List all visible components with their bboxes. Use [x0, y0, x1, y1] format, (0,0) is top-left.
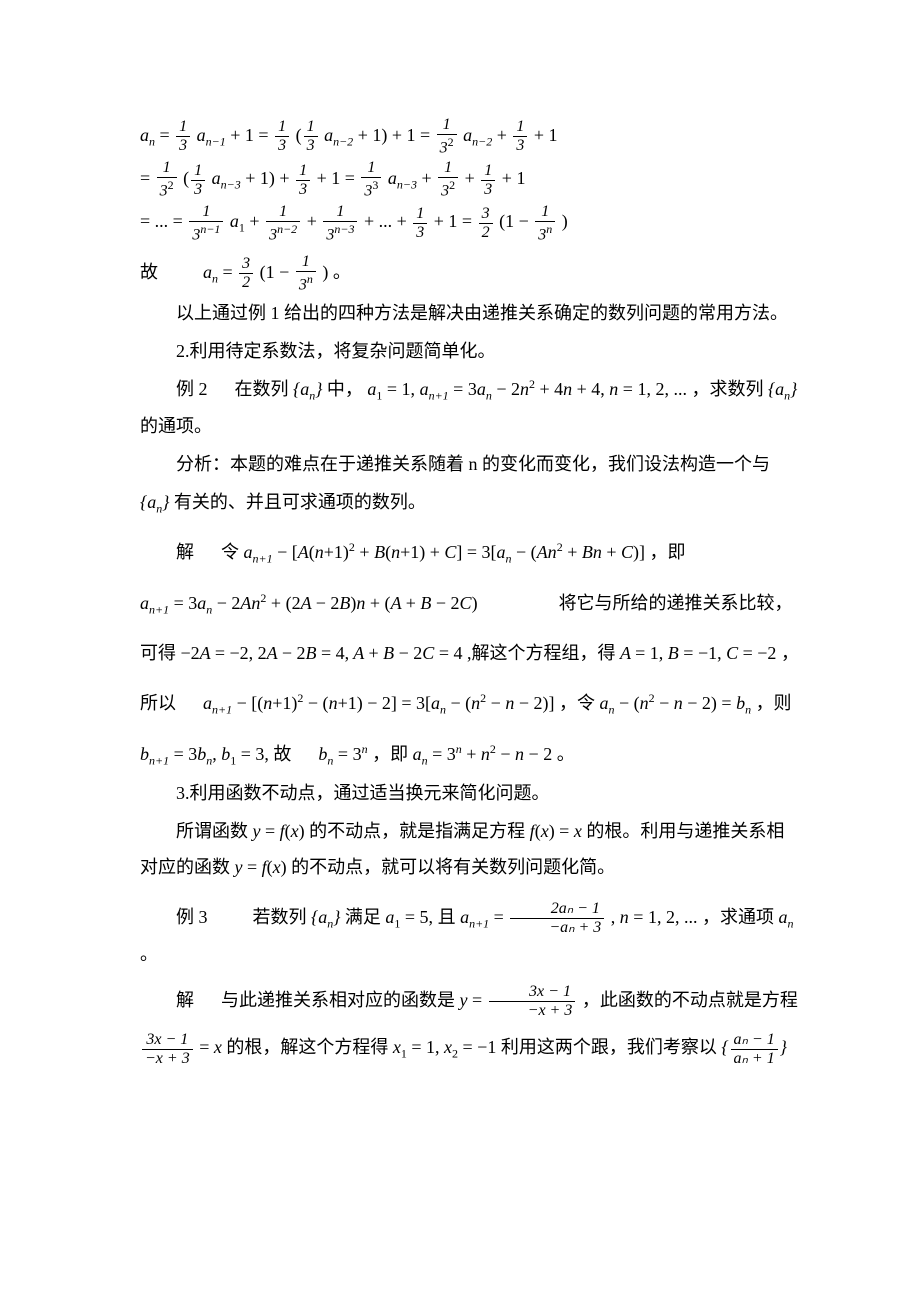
para-solution-let: 解 令 an+1 − [A(n+1)2 + B(n+1) + C] = 3[an…: [140, 534, 800, 571]
para-method-3: 3.利用函数不动点，通过适当换元来简化问题。: [140, 775, 800, 811]
eq-line-2: = 132 (13 an−3 + 1) + 13 + 1 = 133 an−3 …: [140, 157, 800, 200]
para-analysis: 分析：本题的难点在于递推关系随着 n 的变化而变化，我们设法构造一个与: [140, 446, 800, 482]
eq-so: an+1 − [(n+1)2 − (n+1) − 2] = 3[an − (n2…: [203, 693, 554, 713]
text-fixed-d: 的不动点，就可以将有关数列问题化简。: [291, 857, 615, 877]
label-example-2: 例 2: [176, 379, 208, 399]
text-root-b: 利用这两个跟，我们考察以: [501, 1037, 717, 1057]
eq-let: an+1 − [A(n+1)2 + B(n+1) + C] = 3[an − (…: [244, 542, 646, 562]
text-ex3-a: 若数列: [253, 907, 307, 927]
text-so: 所以: [140, 693, 176, 713]
text-bn-ji: ，即: [372, 744, 408, 764]
eq-sol3-y: y = 3x − 1−x + 3: [460, 990, 582, 1010]
eq-root-lhs: 3x − 1−x + 3 = x: [140, 1037, 226, 1057]
text-ze: ，则: [756, 693, 792, 713]
text-bn-gu: 故: [273, 744, 291, 764]
para-so: 所以 an+1 − [(n+1)2 − (n+1) − 2] = 3[an − …: [140, 685, 800, 722]
text-let: 令: [221, 542, 239, 562]
text-analysis-a: 分析：本题的难点在于递推关系随着 n 的变化而变化，我们设法构造一个与: [176, 454, 770, 474]
label-solution-3: 解: [176, 990, 194, 1010]
eq-ex3-an: an: [778, 907, 793, 927]
eq-ex2-cond: a1 = 1, an+1 = 3an − 2n2 + 4n + 4, n = 1…: [367, 379, 687, 399]
para-four-methods: 以上通过例 1 给出的四种方法是解决由递推关系确定的数列问题的常用方法。: [140, 295, 800, 331]
para-root: 3x − 1−x + 3 = x 的根，解这个方程得 x1 = 1, x2 = …: [140, 1029, 800, 1066]
eq-roots: x1 = 1, x2 = −1: [393, 1037, 496, 1057]
text-sol3-a: 与此递推关系相对应的函数是: [221, 990, 455, 1010]
text-fixed-a: 所谓函数: [176, 821, 248, 841]
text-fixed-b: 的不动点，就是指满足方程: [309, 821, 525, 841]
line-therefore: 故 an = 32 (1 − 13n ) 。: [140, 254, 800, 294]
eq-ratio-set: {aₙ − 1aₙ + 1}: [721, 1037, 787, 1057]
example-2-statement: 例 2 在数列 {an} 中， a1 = 1, an+1 = 3an − 2n2…: [140, 371, 800, 444]
text-analysis-b: 有关的、并且可求通项的数列。: [174, 492, 426, 512]
eq-bn-def: an − (n2 − n − 2) = bn: [599, 693, 751, 713]
para-expand: an+1 = 3an − 2An2 + (2A − 2B)n + (A + B …: [140, 585, 800, 622]
text-an-set: {an}: [140, 492, 169, 512]
text-dot-1: 。: [557, 744, 575, 764]
label-solution: 解: [176, 542, 194, 562]
text-ex2-pre: 在数列: [235, 379, 289, 399]
text-ex2-mid: 中，: [327, 379, 363, 399]
eq-bn-rec: bn+1 = 3bn, b1 = 3,: [140, 744, 269, 764]
text-ji: ，即: [650, 542, 686, 562]
example-3-statement: 例 3 若数列 {an} 满足 a1 = 5, 且 an+1 = 2aₙ − 1…: [140, 899, 800, 972]
text-ex2-post2: 的通项。: [140, 416, 212, 436]
eq-line-3: = ... = 13n−1 a1 + 13n−2 + 13n−3 + ... +…: [140, 200, 800, 243]
eq-ex3-rec: an+1 = 2aₙ − 1−aₙ + 3 , n = 1, 2, ...: [460, 907, 702, 927]
text-ex3-d: ，求通项: [702, 907, 774, 927]
eq-fxex: f(x) = x: [530, 821, 582, 841]
text-ex2-post1: ，求数列: [691, 379, 763, 399]
text-sol3-b: ，此函数的不动点就是方程: [582, 990, 798, 1010]
eq-an-final: an = 3n + n2 − n − 2: [413, 744, 553, 764]
eq-abc: A = 1, B = −1, C = −2: [620, 643, 776, 663]
para-obtain: 可得 −2A = −2, 2A − 2B = 4, A + B − 2C = 4…: [140, 635, 800, 671]
text-dot-2: 。: [140, 944, 158, 964]
eq-yfx-2: y = f(x): [235, 857, 287, 877]
text-ex3-b: 满足: [345, 907, 381, 927]
eq-ex3-a1: a1 = 5,: [385, 907, 433, 927]
para-sol3: 解 与此递推关系相对应的函数是 y = 3x − 1−x + 3 ，此函数的不动…: [140, 982, 800, 1019]
eq-block-iteration: an = 13 an−1 + 1 = 13 (13 an−2 + 1) + 1 …: [140, 114, 800, 244]
para-fixed-point-def: 所谓函数 y = f(x) 的不动点，就是指满足方程 f(x) = x 的根。利…: [140, 813, 800, 885]
text-ex2-set: {an}: [293, 379, 322, 399]
page-container: an = 13 an−1 + 1 = 13 (13 an−2 + 1) + 1 …: [0, 0, 920, 1149]
text-obtain-b: ,解这个方程组，得: [467, 643, 616, 663]
text-gu: 故: [140, 262, 158, 282]
text-gu-post: 。: [333, 262, 351, 282]
text-root-a: 的根，解这个方程得: [226, 1037, 388, 1057]
eq-expand: an+1 = 3an − 2An2 + (2A − 2B)n + (A + B …: [140, 593, 478, 613]
text-ex3-c: 且: [438, 907, 456, 927]
label-example-3: 例 3: [176, 907, 208, 927]
eq-system: −2A = −2, 2A − 2B = 4, A + B − 2C = 4: [181, 643, 463, 663]
eq-yfx: y = f(x): [253, 821, 305, 841]
para-method-2: 2.利用待定系数法，将复杂问题简单化。: [140, 333, 800, 369]
text-obtain-a: 可得: [140, 643, 176, 663]
text-ex2-set-2: {an}: [768, 379, 797, 399]
para-analysis-2: {an} 有关的、并且可求通项的数列。: [140, 484, 800, 521]
text-obtain-c: ，: [781, 643, 799, 663]
eq-line-1: an = 13 an−1 + 1 = 13 (13 an−2 + 1) + 1 …: [140, 114, 800, 157]
text-so-let: ，令: [559, 693, 595, 713]
text-ex3-set: {an}: [311, 907, 340, 927]
text-compare: 将它与所给的递推关系比较，: [559, 593, 793, 613]
para-bn: bn+1 = 3bn, b1 = 3, 故 bn = 3n ，即 an = 3n…: [140, 736, 800, 773]
eq-bn: bn = 3n: [318, 744, 367, 764]
